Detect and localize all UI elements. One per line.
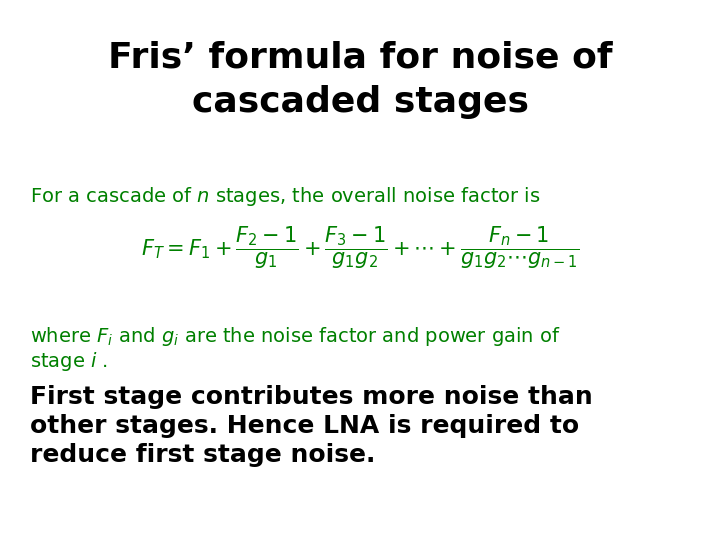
Text: For a cascade of $n$ stages, the overall noise factor is: For a cascade of $n$ stages, the overall… — [30, 185, 541, 208]
Text: Fris’ formula for noise of
cascaded stages: Fris’ formula for noise of cascaded stag… — [108, 40, 612, 119]
Text: First stage contributes more noise than: First stage contributes more noise than — [30, 385, 593, 409]
Text: stage $i$ .: stage $i$ . — [30, 350, 108, 373]
Text: reduce first stage noise.: reduce first stage noise. — [30, 443, 375, 467]
Text: where $F_i$ and $g_i$ are the noise factor and power gain of: where $F_i$ and $g_i$ are the noise fact… — [30, 325, 561, 348]
Text: other stages. Hence LNA is required to: other stages. Hence LNA is required to — [30, 414, 579, 438]
Text: $F_T = F_1 + \dfrac{F_2-1}{g_1} + \dfrac{F_3-1}{g_1 g_2} + \cdots + \dfrac{F_n-1: $F_T = F_1 + \dfrac{F_2-1}{g_1} + \dfrac… — [140, 225, 580, 271]
